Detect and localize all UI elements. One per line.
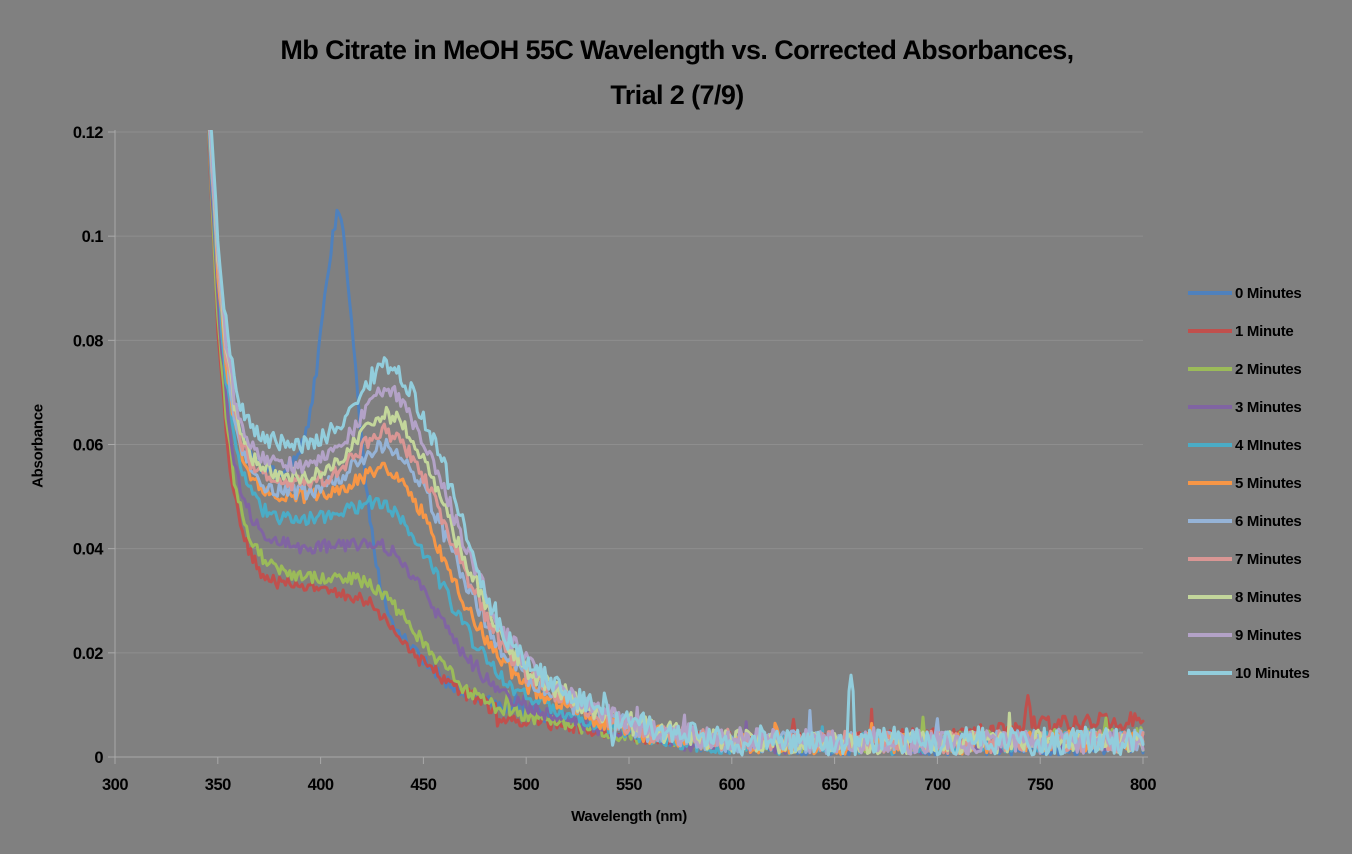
y-tick-label: 0.1: [82, 228, 104, 246]
x-tick-label: 700: [924, 776, 950, 794]
legend-label: 9 Minutes: [1235, 626, 1302, 644]
x-tick-label: 450: [410, 776, 436, 794]
legend-swatch: [1188, 405, 1232, 409]
x-tick-label: 750: [1027, 776, 1053, 794]
series-lines: [207, 130, 1145, 757]
legend-item-7-minutes: 7 Minutes: [1188, 549, 1310, 569]
legend-swatch: [1188, 481, 1232, 485]
chart-title-line2: Trial 2 (7/9): [610, 80, 744, 110]
y-tick-label: 0.08: [73, 332, 103, 350]
series-line-10-minutes: [209, 130, 1145, 757]
legend-item-9-minutes: 9 Minutes: [1188, 625, 1310, 645]
y-tick-label: 0.06: [73, 437, 103, 455]
legend-item-8-minutes: 8 Minutes: [1188, 587, 1310, 607]
legend-label: 1 Minute: [1235, 322, 1294, 340]
legend-item-0-minutes: 0 Minutes: [1188, 283, 1310, 303]
series-line-6-minutes: [208, 130, 1145, 755]
y-axis-title: Absorbance: [29, 404, 47, 488]
legend-item-4-minutes: 4 MInutes: [1188, 435, 1310, 455]
legend-swatch: [1188, 595, 1232, 599]
legend-swatch: [1188, 367, 1232, 371]
legend-label: 7 Minutes: [1235, 550, 1302, 568]
x-tick-label: 500: [513, 776, 539, 794]
legend-swatch: [1188, 443, 1232, 447]
y-tick-label: 0.02: [73, 645, 103, 663]
x-axis-title: Wavelength (nm): [571, 808, 687, 825]
y-tick-label: 0: [94, 749, 103, 767]
legend-swatch: [1188, 291, 1232, 295]
series-line-4-minutes: [207, 130, 1145, 756]
legend-item-6-minutes: 6 Minutes: [1188, 511, 1310, 531]
series-line-3-minutes: [207, 130, 1145, 756]
legend-item-5-minutes: 5 Minutes: [1188, 473, 1310, 493]
series-line-0-minutes: [208, 130, 1145, 757]
legend-swatch: [1188, 633, 1232, 637]
legend-swatch: [1188, 329, 1232, 333]
x-tick-label: 350: [205, 776, 231, 794]
legend: 0 Minutes 1 Minute 2 Minutes 3 Minutes 4 MIn…: [1188, 283, 1310, 701]
x-tick-label: 400: [308, 776, 334, 794]
legend-item-2-minutes: 2 Minutes: [1188, 359, 1310, 379]
legend-label: 4 MInutes: [1235, 436, 1302, 454]
x-tick-label: 650: [822, 776, 848, 794]
x-tick-label: 800: [1130, 776, 1156, 794]
series-line-8-minutes: [208, 130, 1145, 756]
legend-label: 10 Minutes: [1235, 664, 1310, 682]
legend-swatch: [1188, 519, 1232, 523]
legend-item-1-minute: 1 Minute: [1188, 321, 1310, 341]
legend-swatch: [1188, 671, 1232, 675]
chart-title-line1: Mb Citrate in MeOH 55C Wavelength vs. Co…: [280, 35, 1074, 65]
legend-label: 8 Minutes: [1235, 588, 1302, 606]
x-tick-label: 550: [616, 776, 642, 794]
legend-swatch: [1188, 557, 1232, 561]
y-tick-label: 0.12: [73, 124, 103, 142]
y-tick-label: 0.04: [73, 541, 104, 559]
chart-title: Mb Citrate in MeOH 55C Wavelength vs. Co…: [114, 28, 1240, 118]
series-line-9-minutes: [208, 130, 1145, 756]
series-line-7-minutes: [208, 130, 1145, 755]
legend-label: 2 Minutes: [1235, 360, 1302, 378]
x-tick-label: 300: [102, 776, 128, 794]
series-line-1-minute: [207, 130, 1145, 752]
legend-label: 3 Minutes: [1235, 398, 1302, 416]
legend-item-10-minutes: 10 Minutes: [1188, 663, 1310, 683]
series-line-2-minutes: [207, 130, 1145, 754]
legend-label: 6 Minutes: [1235, 512, 1302, 530]
x-tick-label: 600: [719, 776, 745, 794]
legend-item-3-minutes: 3 Minutes: [1188, 397, 1310, 417]
series-line-5-minutes: [208, 130, 1145, 756]
legend-label: 5 Minutes: [1235, 474, 1302, 492]
legend-label: 0 Minutes: [1235, 284, 1302, 302]
